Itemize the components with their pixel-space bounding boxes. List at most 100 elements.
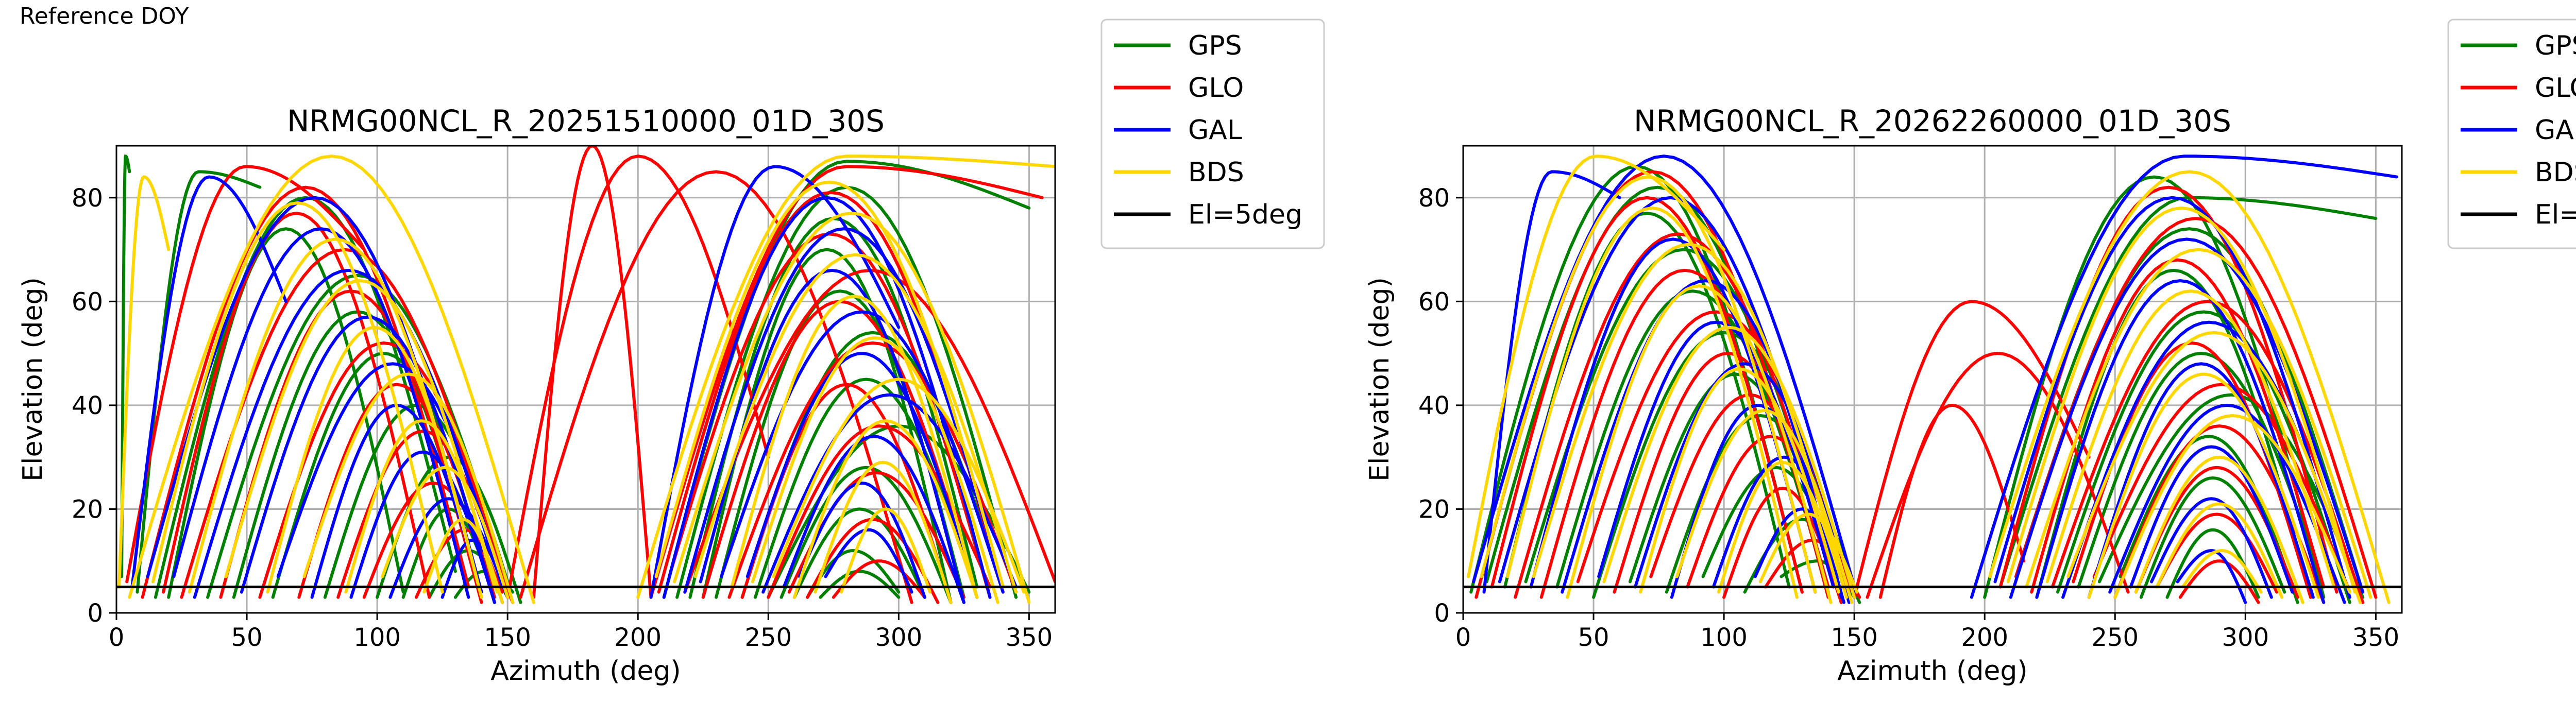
satellite-pass bbox=[1764, 538, 1861, 599]
satellite-pass bbox=[2119, 435, 2299, 604]
satellite-pass bbox=[1675, 408, 1854, 604]
satellite-pass bbox=[151, 201, 444, 594]
satellite-pass bbox=[240, 315, 496, 604]
satellite-pass bbox=[1993, 196, 2351, 599]
satellite-pass bbox=[1482, 170, 1621, 594]
chart-title: NRMG00NCL_R_20251510000_01D_30S bbox=[287, 104, 885, 139]
y-tick-label: 80 bbox=[72, 184, 103, 213]
satellite-pass bbox=[673, 211, 1031, 604]
satellite-pass bbox=[2045, 289, 2336, 589]
legend: GPS GLO GAL BDS El=5deg bbox=[1100, 19, 1325, 249]
satellite-pass bbox=[1514, 232, 1843, 604]
satellite-pass bbox=[649, 165, 1044, 599]
satellite-pass bbox=[2108, 403, 2346, 604]
satellite-pass bbox=[266, 325, 483, 599]
y-tick-label: 20 bbox=[72, 495, 103, 524]
x-tick-label: 50 bbox=[231, 623, 263, 652]
legend-label: GLO bbox=[2535, 73, 2576, 104]
satellite-pass bbox=[193, 268, 504, 599]
satellite-pass bbox=[745, 352, 979, 599]
x-tick-label: 50 bbox=[1578, 623, 1609, 652]
y-tick-label: 40 bbox=[1418, 391, 1450, 420]
satellite-pass bbox=[141, 185, 470, 599]
legend-box bbox=[2447, 19, 2576, 249]
satellite-pass bbox=[720, 310, 1005, 594]
satellite-pass bbox=[754, 378, 979, 599]
satellite-pass bbox=[1506, 206, 1799, 599]
satellite-pass bbox=[751, 336, 999, 604]
satellite-pass bbox=[2129, 445, 2294, 594]
satellite-pass bbox=[344, 419, 499, 594]
legend: GPS GLO GAL BDS El=5deg bbox=[2447, 19, 2576, 249]
x-tick-label: 100 bbox=[1700, 623, 1748, 652]
satellite-pass bbox=[224, 279, 496, 589]
satellite-pass bbox=[120, 155, 131, 578]
satellite-pass bbox=[1711, 455, 1856, 594]
satellite-pass bbox=[636, 155, 1055, 599]
satellite-pass bbox=[1970, 155, 2398, 599]
satellite-pass bbox=[782, 435, 965, 604]
satellite-pass bbox=[2181, 549, 2263, 594]
x-tick-label: 0 bbox=[1455, 623, 1471, 652]
x-tick-label: 250 bbox=[744, 623, 792, 652]
satellite-pass bbox=[1759, 512, 1859, 594]
satellite-pass bbox=[117, 175, 171, 589]
satellite-pass bbox=[683, 227, 1005, 594]
plot-frame bbox=[1462, 145, 2403, 614]
satellite-pass bbox=[2155, 512, 2279, 594]
x-tick-label: 350 bbox=[2352, 623, 2400, 652]
satellite-pass bbox=[2113, 414, 2351, 599]
satellite-pass bbox=[2150, 497, 2273, 599]
satellite-pass bbox=[2087, 362, 2315, 599]
chart-panel-2: 0 50 100 150 200 250 300 350 0 20 40 60 80 NRMG00NCL_… bbox=[1364, 19, 2576, 687]
satellite-pass bbox=[2092, 383, 2351, 594]
satellite-pass bbox=[2077, 352, 2326, 589]
legend-label: GAL bbox=[2535, 115, 2576, 146]
satellite-pass bbox=[532, 146, 653, 599]
satellite-pass bbox=[832, 559, 926, 599]
x-axis-label: Azimuth (deg) bbox=[1837, 656, 2027, 687]
satellite-pass bbox=[1467, 155, 1726, 578]
y-tick-label: 0 bbox=[1434, 599, 1450, 628]
plot-frame bbox=[115, 145, 1056, 614]
x-axis-label: Azimuth (deg) bbox=[490, 656, 681, 687]
legend-label: GAL bbox=[1188, 115, 1242, 146]
satellite-pass bbox=[1878, 403, 2026, 599]
satellite-pass bbox=[1566, 284, 1833, 604]
legend-label: BDS bbox=[2535, 157, 2576, 188]
x-tick-label: 150 bbox=[1831, 623, 1878, 652]
satellite-pass bbox=[2134, 455, 2304, 604]
satellite-pass bbox=[172, 227, 470, 599]
satellite-pass bbox=[772, 378, 1026, 594]
plot-area bbox=[116, 146, 1055, 604]
satellite-pass bbox=[814, 460, 953, 604]
satellite-pass bbox=[1480, 175, 1817, 594]
satellite-pass bbox=[519, 170, 913, 604]
satellite-pass bbox=[1602, 325, 1856, 599]
satellite-pass bbox=[1532, 243, 1845, 589]
satellite-pass bbox=[302, 372, 515, 604]
satellite-pass bbox=[779, 466, 953, 604]
legend-label: El=5deg bbox=[2535, 199, 2576, 230]
y-tick-label: 20 bbox=[1418, 495, 1450, 524]
satellite-pass bbox=[1998, 196, 2378, 589]
satellite-pass bbox=[2087, 372, 2320, 599]
x-tick-label: 150 bbox=[484, 623, 531, 652]
satellite-pass bbox=[2050, 300, 2365, 604]
satellite-pass bbox=[649, 165, 901, 599]
series-bds bbox=[117, 155, 1055, 604]
chart-panel-1: 0 50 100 150 200 250 300 350 0 20 40 60 80 NRMG00NCL_… bbox=[18, 19, 1325, 687]
x-tick-label: 300 bbox=[875, 623, 923, 652]
satellite-pass bbox=[2139, 476, 2286, 599]
legend-box bbox=[1100, 19, 1325, 249]
satellite-pass bbox=[1988, 170, 2391, 604]
satellite-pass bbox=[1717, 460, 1848, 599]
satellite-pass bbox=[128, 155, 535, 604]
y-tick-label: 40 bbox=[72, 391, 103, 420]
x-tick-label: 300 bbox=[2222, 623, 2269, 652]
satellite-pass bbox=[1539, 268, 1830, 599]
x-tick-label: 200 bbox=[1961, 623, 2008, 652]
plot-area bbox=[1463, 155, 2402, 604]
y-tick-label: 0 bbox=[87, 599, 103, 628]
